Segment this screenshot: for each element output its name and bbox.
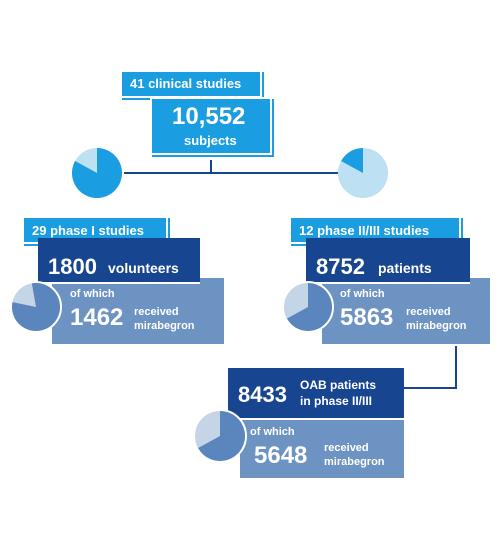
connector-oab [455,346,457,388]
phase23-patients-box: 8752 patients [306,238,470,284]
connector-top-vertical [210,160,212,174]
phase1-received-count: 1462 [70,304,124,331]
phase1-count: 1800 [48,254,97,279]
total-subjects-value: 10,552 [172,103,246,130]
oab-received-pie [193,409,247,463]
oab-of-which: of which [250,426,295,438]
phase1-received-line2: mirabegron [134,320,195,332]
oab-patients-box: 8433 OAB patients in phase II/III [228,368,404,420]
phase1-received-line1: received [134,306,179,318]
oab-count-line2: in phase II/III [300,394,373,408]
phase1-of-which: of which [70,288,115,300]
oab-received-line2: mirabegron [324,456,385,468]
connector-oab-horizontal [403,387,457,389]
phase23-received-slice [286,283,333,331]
oab-received-slice [198,411,245,461]
phase23-received-box: of which 5863 received mirabegron [322,278,490,344]
phase1-received-box: of which 1462 received mirabegron [52,278,224,344]
phase23-received-count: 5863 [340,304,394,331]
oab-received-count: 5648 [254,442,308,469]
oab-count-line1: OAB patients [300,378,377,392]
oab-received-line1: received [324,442,369,454]
total-subjects-label: subjects [184,133,237,148]
phase23-count-label: patients [378,260,432,276]
phase23-of-which: of which [340,288,385,300]
phase23-received-line2: mirabegron [406,320,467,332]
phase1-received-pie [10,281,62,333]
phase1-received-slice [11,282,60,331]
phase1-volunteers-box: 1800 volunteers [38,238,200,284]
phase1-share-slice [71,148,122,198]
phase23-share-pie [338,148,388,198]
total-subjects-box: 10,552 subjects [150,97,272,155]
phase1-share-pie [71,148,122,198]
phase23-share-slice [341,148,363,173]
total-studies-label: 41 clinical studies [120,70,262,98]
phase23-count: 8752 [316,254,365,279]
oab-received-box: of which 5648 received mirabegron [240,416,404,478]
connector-horizontal [124,172,340,174]
phase23-received-line1: received [406,306,451,318]
phase1-count-label: volunteers [108,260,179,276]
oab-count: 8433 [238,382,287,407]
phase23-received-pie [282,281,334,333]
